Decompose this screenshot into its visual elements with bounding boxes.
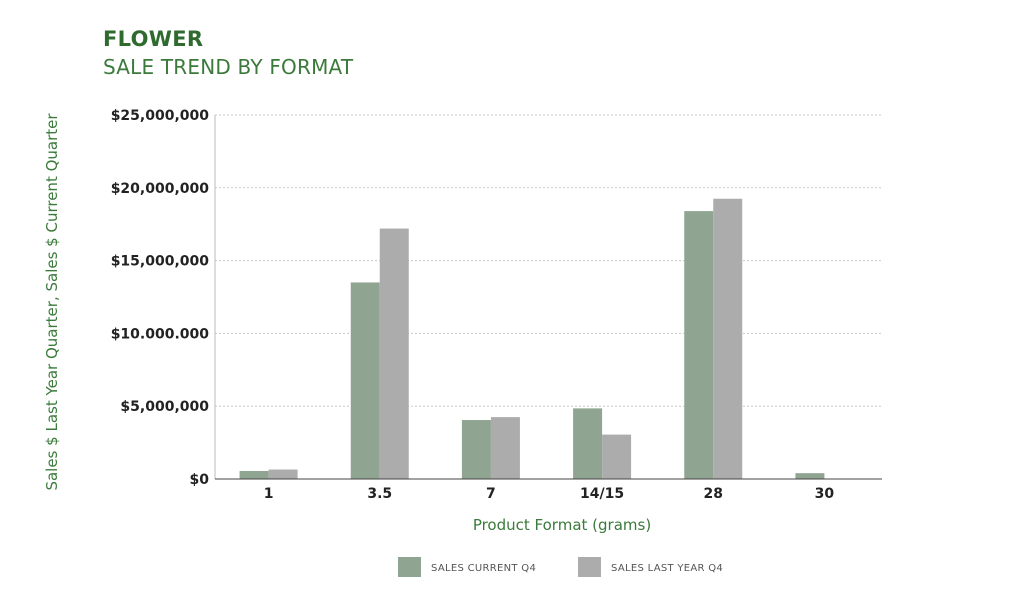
y-tick-labels: $0 $5,000,000 $10.000.000 $15,000,000 $20,00…	[111, 108, 210, 488]
legend-label: SALES CURRENT Q4	[431, 563, 536, 574]
x-tick-labels: 1 3.5 7 14/15 28 30	[264, 486, 835, 502]
y-tick-label: $5,000,000	[120, 399, 209, 415]
chart-title: FLOWER	[103, 27, 204, 51]
bar-last-year-28	[713, 198, 743, 479]
bar-current-28	[684, 211, 714, 479]
legend-swatch	[398, 557, 421, 577]
grid-lines	[215, 114, 882, 407]
bar-current-3-5	[350, 282, 380, 479]
x-tick-label: 7	[486, 486, 496, 502]
bar-current-30	[795, 473, 825, 479]
x-tick-label: 28	[704, 486, 723, 502]
bar-current-7	[461, 420, 491, 479]
bar-last-year-3-5	[379, 228, 409, 479]
bar-last-year-7	[490, 417, 520, 479]
legend: SALES CURRENT Q4 SALES LAST YEAR Q4	[398, 557, 723, 577]
x-tick-label: 30	[815, 486, 835, 502]
bar-last-year-14-15	[602, 434, 632, 479]
y-axis-label: Sales $ Last Year Quarter, Sales $ Curre…	[43, 113, 61, 491]
bar-current-14-15	[573, 408, 603, 479]
y-tick-label: $20,000,000	[111, 181, 210, 197]
bar-last-year-1	[268, 469, 298, 479]
legend-label: SALES LAST YEAR Q4	[611, 563, 723, 574]
y-tick-label: $0	[190, 472, 210, 488]
bar-current-1	[239, 470, 269, 479]
y-tick-label: $10.000.000	[111, 326, 210, 342]
y-tick-label: $25,000,000	[111, 108, 210, 124]
y-tick-label: $15,000,000	[111, 254, 210, 270]
x-tick-label: 3.5	[367, 486, 392, 502]
bars	[239, 198, 825, 479]
x-tick-label: 14/15	[580, 486, 624, 502]
legend-swatch	[578, 557, 601, 577]
x-tick-label: 1	[264, 486, 274, 502]
x-axis-label: Product Format (grams)	[473, 516, 651, 534]
chart-subtitle: SALE TREND BY FORMAT	[103, 55, 354, 79]
